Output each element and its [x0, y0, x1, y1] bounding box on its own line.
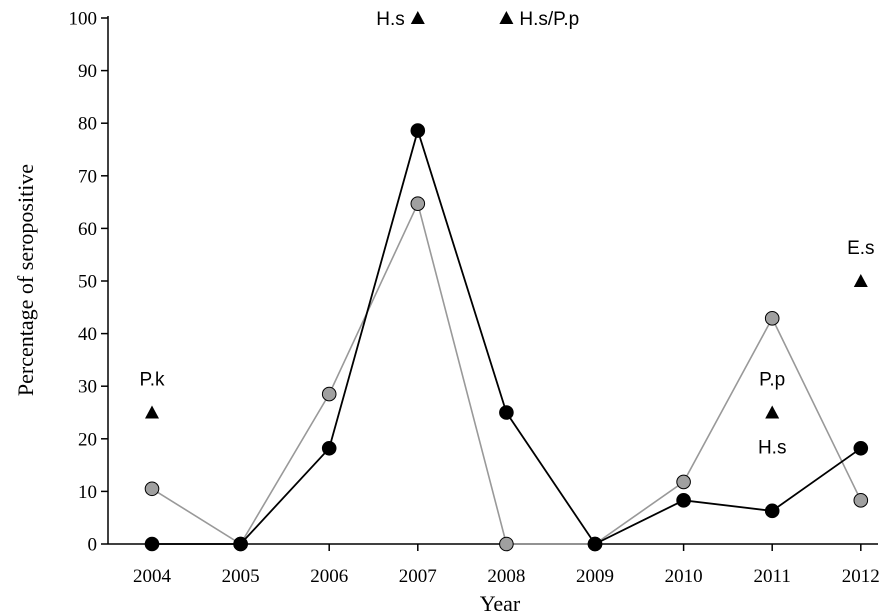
- annotation-label: H.s/P.p: [519, 9, 579, 30]
- x-tick-label: 2008: [487, 566, 525, 587]
- y-tick-label: 90: [78, 61, 97, 82]
- data-point: [233, 536, 248, 552]
- data-point: [853, 493, 869, 508]
- data-point: [144, 536, 160, 552]
- x-tick-label: 2006: [310, 566, 348, 587]
- data-point: [587, 536, 603, 552]
- y-tick-label: 0: [88, 535, 98, 556]
- data-point: [499, 405, 514, 420]
- y-tick-label: 40: [78, 324, 97, 345]
- y-tick-label: 20: [78, 429, 97, 450]
- x-tick-label: 2010: [665, 566, 703, 587]
- series-layer: [144, 123, 869, 552]
- annotation-label: P.p: [759, 369, 785, 390]
- series-2: [144, 123, 869, 552]
- y-tick-label: 10: [78, 482, 97, 503]
- series-line: [152, 127, 862, 546]
- y-axis-title: Percentage of seropositive: [13, 164, 38, 396]
- data-point: [764, 503, 780, 519]
- triangle-marker: [853, 274, 868, 287]
- y-tick-label: 50: [78, 272, 97, 293]
- data-point: [144, 481, 160, 497]
- annotation-label: H.s: [758, 438, 787, 459]
- x-tick-label: 2012: [842, 566, 880, 587]
- triangle-marker: [765, 405, 780, 419]
- y-tick-label: 100: [69, 9, 98, 30]
- y-tick-label: 60: [78, 219, 97, 240]
- y-tick-label: 80: [78, 114, 97, 135]
- x-tick-label: 2011: [754, 566, 791, 587]
- triangle-marker: [145, 405, 159, 419]
- data-point: [321, 440, 337, 456]
- annotation-label: H.s: [376, 9, 405, 30]
- data-point: [853, 440, 869, 456]
- series-line: [151, 201, 862, 546]
- data-point: [676, 474, 691, 490]
- data-point: [764, 311, 780, 326]
- x-tick-label: 2007: [399, 566, 437, 587]
- x-tick-label: 2005: [222, 566, 260, 587]
- x-axis-title: Year: [480, 591, 521, 616]
- axes: 0 10 20 30 40 50 60 70 80 90 100 2004 2005 2006 2007 20…: [69, 9, 880, 588]
- y-tick-label: 70: [78, 166, 97, 187]
- data-point: [410, 196, 426, 211]
- triangle-marker: [499, 11, 514, 24]
- annotation-label: E.s: [847, 238, 874, 259]
- data-point: [676, 493, 691, 508]
- annotation-label: P.k: [139, 369, 165, 390]
- triangle-marker: [410, 11, 425, 24]
- data-point: [410, 123, 426, 138]
- annotation-layer: P.k H.s H.s/P.p P.p H.s E.s: [139, 9, 874, 459]
- x-tick-label: 2009: [576, 566, 614, 587]
- y-tick-label: 30: [78, 377, 97, 398]
- x-tick-label: 2004: [133, 566, 172, 587]
- data-point: [321, 386, 337, 402]
- data-point: [499, 536, 514, 552]
